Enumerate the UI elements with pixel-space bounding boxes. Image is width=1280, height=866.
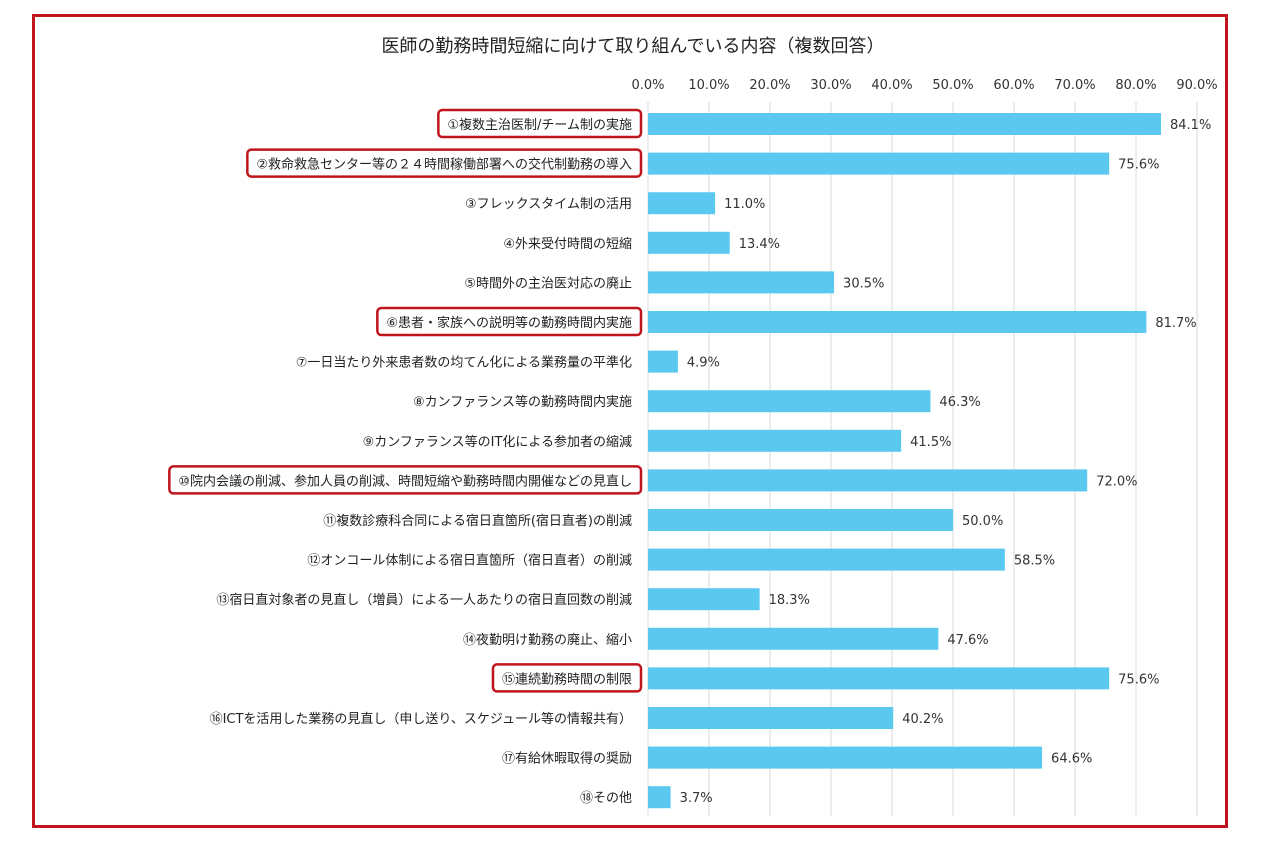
bar [648,746,1043,769]
x-tick-label: 40.0% [871,78,912,93]
category-label: ⑥患者・家族への説明等の勤務時間内実施 [386,315,632,331]
category-label: ⑰有給休暇取得の奨励 [502,751,632,767]
category-label: ②救命救急センター等の２４時間稼働部署への交代制勤務の導入 [256,157,632,173]
category-label: ④外来受付時間の短縮 [503,236,632,252]
category-label: ⑫オンコール体制による宿日直箇所（宿日直者）の削減 [307,553,632,569]
data-label: 41.5% [910,435,951,450]
highlight-box [376,306,643,337]
category-label: ⑬宿日直対象者の見直し（増員）による一人あたりの宿日直回数の削減 [216,592,632,608]
x-tick-label: 90.0% [1176,78,1217,93]
data-label: 11.0% [724,197,765,212]
x-tick-label: 80.0% [1115,78,1156,93]
bar [648,350,678,373]
data-label: 75.6% [1118,158,1159,173]
data-label: 13.4% [739,237,780,252]
category-label: ⑯ICTを活用した業務の見直し（申し送り、スケジュール等の情報共有） [210,711,632,727]
value-labels: 84.1% 75.6% 11.0% 13.4% 30.5% 81.7% 4.9% 46.3% 4… [680,118,1212,806]
highlight-box [437,108,643,139]
bar [648,152,1110,175]
category-label: ⑧カンファランス等の勤務時間内実施 [413,394,632,410]
gridlines [647,102,1198,816]
highlight-box [491,663,643,693]
data-label: 64.6% [1051,752,1092,767]
data-label: 40.2% [902,712,943,727]
data-label: 81.7% [1155,316,1196,331]
bar [648,509,953,531]
highlight-box [168,465,643,495]
data-label: 18.3% [769,593,810,608]
x-tick-label: 50.0% [932,78,973,93]
category-label: ⑪複数診療科合同による宿日直箇所(宿日直者)の削減 [323,513,632,529]
x-tick-label: 60.0% [993,78,1034,93]
bar [648,707,894,729]
highlight-box [246,148,643,178]
category-label: ①複数主治医制/チーム制の実施 [447,117,632,133]
data-label: 75.6% [1118,672,1159,687]
category-label: ⑨カンファランス等のIT化による参加者の縮減 [363,434,632,450]
bar [648,469,1088,492]
data-label: 30.5% [843,276,884,291]
bar [648,390,931,413]
bar [648,548,1005,571]
category-label: ⑤時間外の主治医対応の廃止 [464,275,632,291]
bar [648,311,1147,333]
x-tick-label: 20.0% [749,78,790,93]
bar [648,429,902,452]
category-label: ③フレックスタイム制の活用 [465,197,632,212]
bar [648,627,939,650]
data-label: 84.1% [1170,118,1211,133]
category-label: ⑦一日当たり外来患者数の均てん化による業務量の平準化 [296,355,632,371]
category-label: ⑩院内会議の削減、参加人員の削減、時間短縮や勤務時間内開催などの見直し [178,473,632,489]
data-label: 3.7% [680,791,713,806]
bar [648,786,671,809]
chart-title: 医師の勤務時間短縮に向けて取り組んでいる内容（複数回答） [381,36,884,57]
x-tick-label: 70.0% [1054,78,1095,93]
x-tick-label: 30.0% [810,78,851,93]
highlight-boxes [168,108,643,693]
bar [648,113,1162,135]
data-label: 72.0% [1096,474,1137,489]
x-tick-label: 10.0% [688,78,729,93]
x-axis-ticks: 0.0% 10.0% 20.0% 30.0% 40.0% 50.0% 60.0% 70.0% 8… [631,78,1217,93]
data-label: 4.9% [687,356,720,371]
data-label: 50.0% [962,514,1003,529]
category-label: ⑭夜勤明け勤務の廃止、縮小 [463,632,632,648]
category-label: ⑮連続勤務時間の制限 [502,672,632,687]
x-tick-label: 0.0% [631,78,664,93]
data-label: 47.6% [947,633,988,648]
bar [648,667,1110,690]
data-label: 46.3% [939,395,980,410]
category-label: ⑱その他 [580,791,632,806]
bar [648,231,730,254]
bar [648,588,760,611]
category-labels: ①複数主治医制/チーム制の実施 ②救命救急センター等の２４時間稼働部署への交代制勤… [178,117,632,806]
bar [648,271,835,294]
bars [648,113,1162,809]
data-label: 58.5% [1014,554,1055,569]
bar [648,192,716,215]
